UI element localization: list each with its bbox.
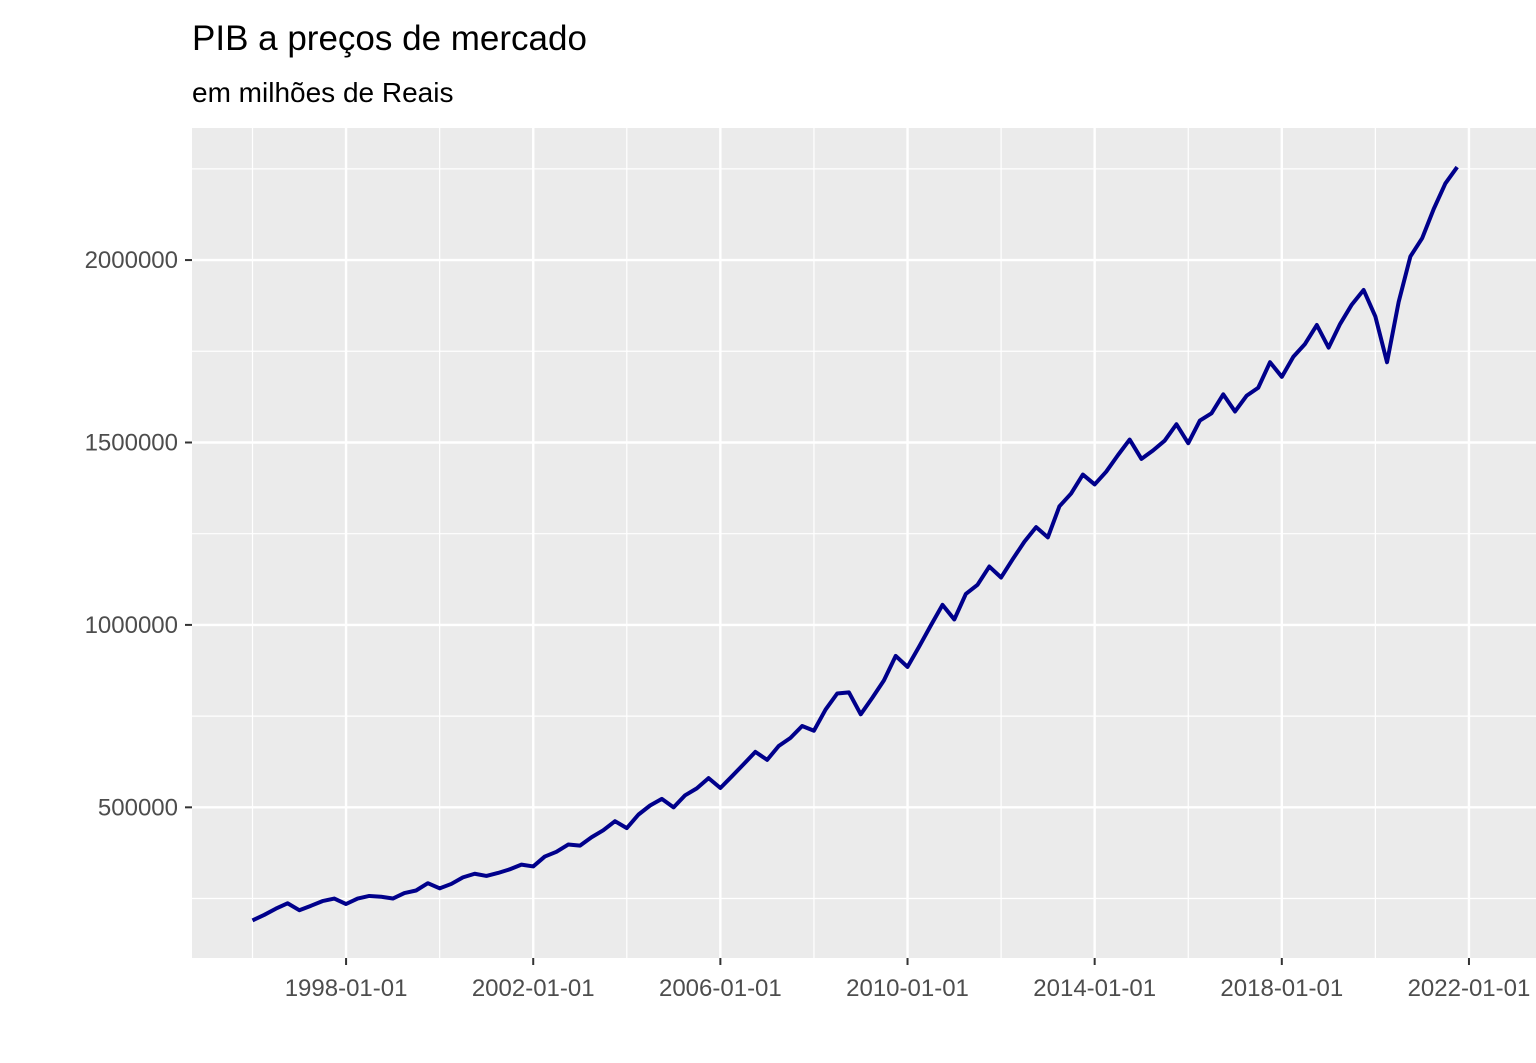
chart-title: PIB a preços de mercado xyxy=(192,19,587,58)
x-tick-label: 2018-01-01 xyxy=(1220,975,1343,1002)
x-tick-label: 2014-01-01 xyxy=(1033,975,1156,1002)
y-tick-label: 1500000 xyxy=(85,429,178,456)
y-tick-label: 1000000 xyxy=(85,612,178,639)
x-tick-label: 2002-01-01 xyxy=(472,975,595,1002)
x-tick-label: 2010-01-01 xyxy=(846,975,969,1002)
panel-background xyxy=(192,128,1536,958)
line xyxy=(251,165,1459,923)
x-tick-label: 2006-01-01 xyxy=(659,975,782,1002)
y-tick-label: 2000000 xyxy=(85,247,178,274)
chart-subtitle: em milhões de Reais xyxy=(192,77,453,108)
x-tick-label: 1998-01-01 xyxy=(285,975,408,1002)
x-tick-label: 2022-01-01 xyxy=(1408,975,1531,1002)
y-tick-label: 500000 xyxy=(98,794,178,821)
